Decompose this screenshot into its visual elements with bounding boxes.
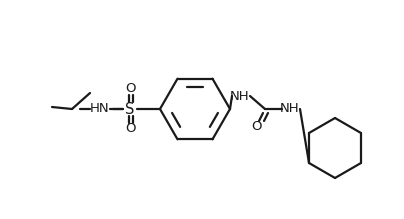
Text: O: O [252, 120, 262, 134]
Text: HN: HN [90, 102, 110, 115]
Text: S: S [125, 101, 135, 117]
Text: NH: NH [280, 102, 300, 115]
Text: O: O [125, 83, 135, 95]
Text: O: O [125, 122, 135, 136]
Text: NH: NH [230, 90, 250, 102]
